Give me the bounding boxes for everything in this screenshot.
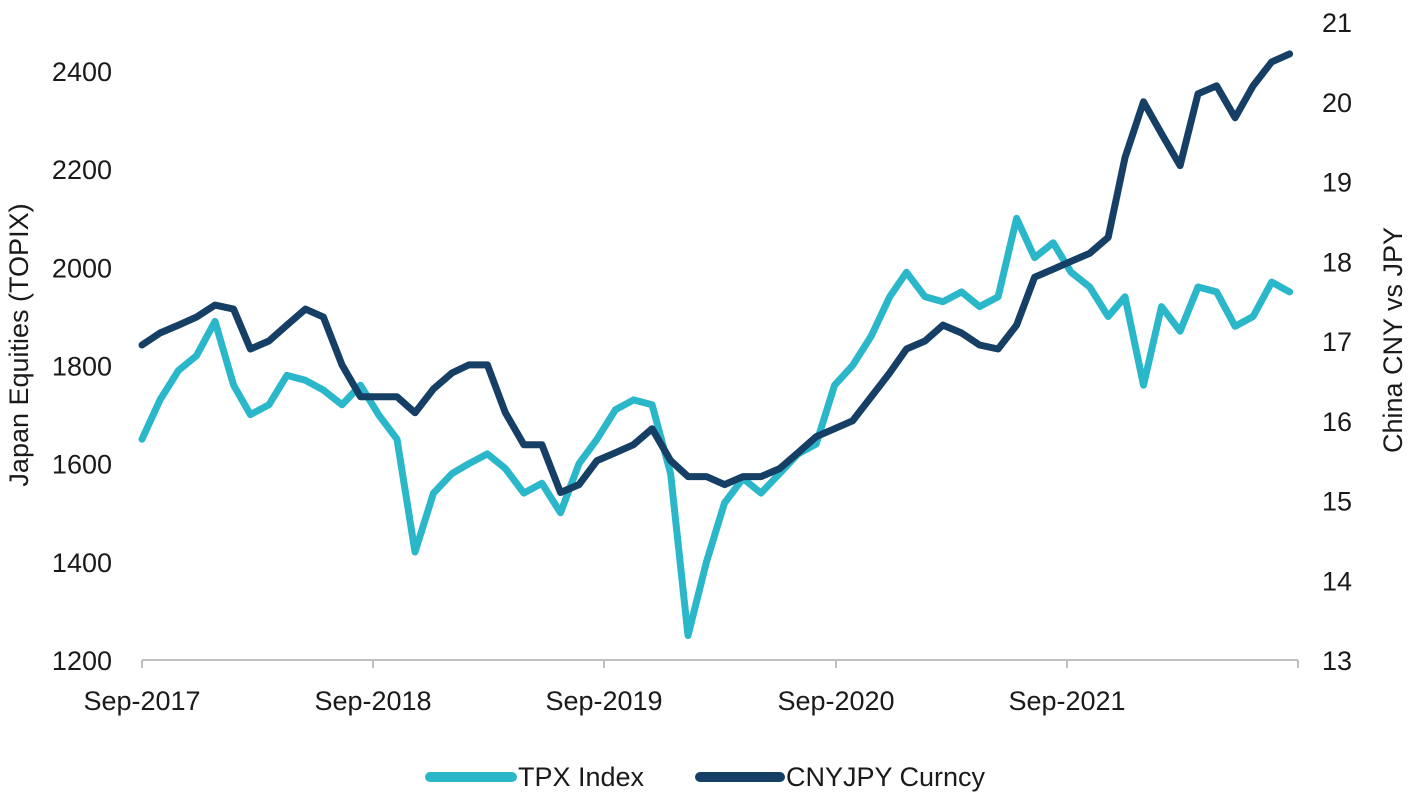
- left-tick-label: 2200: [52, 155, 112, 185]
- left-tick-label: 1800: [52, 352, 112, 382]
- right-tick-label: 16: [1322, 407, 1352, 437]
- series-layer: [138, 50, 1294, 639]
- left-axis-title: Japan Equities (TOPIX): [4, 203, 34, 486]
- x-axis: Sep-2017 Sep-2018 Sep-2019 Sep-2020 Sep-2021: [83, 659, 1299, 716]
- right-tick-labels: 13 14 15 16 17 18 19 20 21: [1322, 8, 1352, 676]
- right-tick-label: 15: [1322, 487, 1352, 517]
- right-tick-label: 21: [1322, 8, 1352, 38]
- x-axis-ticks: Sep-2017 Sep-2018 Sep-2019 Sep-2020 Sep-2021: [83, 660, 1299, 716]
- right-tick-label: 14: [1322, 566, 1352, 596]
- left-tick-label: 2000: [52, 253, 112, 283]
- right-axis-title: China CNY vs JPY: [1378, 227, 1408, 453]
- x-tick-label: Sep-2018: [314, 686, 431, 716]
- right-tick-label: 13: [1322, 646, 1352, 676]
- x-tick-label: Sep-2020: [777, 686, 894, 716]
- right-axis: 13 14 15 16 17 18 19 20 21 China CNY vs JPY: [1322, 8, 1408, 676]
- right-tick-label: 17: [1322, 327, 1352, 357]
- series-line-cnyjpy: [138, 50, 1294, 496]
- left-tick-label: 1400: [52, 548, 112, 578]
- left-tick-label: 1200: [52, 646, 112, 676]
- right-tick-label: 18: [1322, 247, 1352, 277]
- legend-label-tpx: TPX Index: [518, 762, 645, 792]
- right-tick-label: 20: [1322, 88, 1352, 118]
- series-line-tpx: [138, 214, 1294, 639]
- left-tick-label: 2400: [52, 57, 112, 87]
- left-tick-label: 1600: [52, 450, 112, 480]
- left-tick-labels: 1200 1400 1600 1800 2000 2200 2400: [52, 57, 112, 676]
- x-tick-label: Sep-2019: [545, 686, 662, 716]
- legend-label-cnyjpy: CNYJPY Curncy: [786, 762, 986, 792]
- left-axis: 1200 1400 1600 1800 2000 2200 2400 Japan Equit…: [4, 57, 112, 676]
- x-tick-label: Sep-2017: [83, 686, 200, 716]
- right-tick-label: 19: [1322, 168, 1352, 198]
- x-tick-label: Sep-2021: [1008, 686, 1125, 716]
- legend: TPX Index CNYJPY Curncy: [425, 762, 986, 792]
